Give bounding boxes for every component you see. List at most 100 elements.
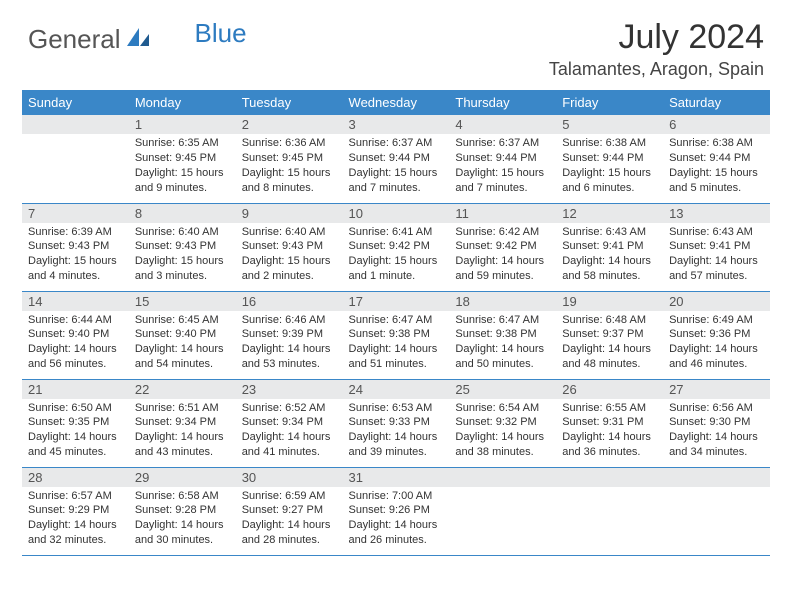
- calendar-day-cell: 20Sunrise: 6:49 AMSunset: 9:36 PMDayligh…: [663, 291, 770, 379]
- day-details: Sunrise: 6:52 AMSunset: 9:34 PMDaylight:…: [236, 399, 343, 464]
- day-number: 8: [129, 204, 236, 223]
- calendar-body: 1Sunrise: 6:35 AMSunset: 9:45 PMDaylight…: [22, 115, 770, 555]
- day-number: 19: [556, 292, 663, 311]
- day-number: 30: [236, 468, 343, 487]
- calendar-week-row: 21Sunrise: 6:50 AMSunset: 9:35 PMDayligh…: [22, 379, 770, 467]
- day-number: 14: [22, 292, 129, 311]
- weekday-header: Monday: [129, 90, 236, 115]
- calendar-week-row: 14Sunrise: 6:44 AMSunset: 9:40 PMDayligh…: [22, 291, 770, 379]
- calendar-day-cell: 1Sunrise: 6:35 AMSunset: 9:45 PMDaylight…: [129, 115, 236, 203]
- day-details: Sunrise: 6:44 AMSunset: 9:40 PMDaylight:…: [22, 311, 129, 376]
- day-number: 22: [129, 380, 236, 399]
- day-number: 18: [449, 292, 556, 311]
- weekday-header: Friday: [556, 90, 663, 115]
- calendar-day-cell: 9Sunrise: 6:40 AMSunset: 9:43 PMDaylight…: [236, 203, 343, 291]
- day-details: Sunrise: 6:36 AMSunset: 9:45 PMDaylight:…: [236, 134, 343, 199]
- weekday-header: Sunday: [22, 90, 129, 115]
- calendar-day-cell: 12Sunrise: 6:43 AMSunset: 9:41 PMDayligh…: [556, 203, 663, 291]
- day-details: Sunrise: 6:40 AMSunset: 9:43 PMDaylight:…: [129, 223, 236, 288]
- calendar-day-cell: 15Sunrise: 6:45 AMSunset: 9:40 PMDayligh…: [129, 291, 236, 379]
- calendar-day-cell: 26Sunrise: 6:55 AMSunset: 9:31 PMDayligh…: [556, 379, 663, 467]
- calendar-day-cell: 22Sunrise: 6:51 AMSunset: 9:34 PMDayligh…: [129, 379, 236, 467]
- weekday-header: Tuesday: [236, 90, 343, 115]
- calendar-day-cell: 14Sunrise: 6:44 AMSunset: 9:40 PMDayligh…: [22, 291, 129, 379]
- day-number: 11: [449, 204, 556, 223]
- calendar-header-row: SundayMondayTuesdayWednesdayThursdayFrid…: [22, 90, 770, 115]
- day-number: 6: [663, 115, 770, 134]
- day-details: Sunrise: 6:47 AMSunset: 9:38 PMDaylight:…: [449, 311, 556, 376]
- day-details: Sunrise: 6:41 AMSunset: 9:42 PMDaylight:…: [343, 223, 450, 288]
- day-number: 27: [663, 380, 770, 399]
- day-number: 20: [663, 292, 770, 311]
- calendar-week-row: 7Sunrise: 6:39 AMSunset: 9:43 PMDaylight…: [22, 203, 770, 291]
- calendar-day-cell: 11Sunrise: 6:42 AMSunset: 9:42 PMDayligh…: [449, 203, 556, 291]
- day-details: Sunrise: 6:37 AMSunset: 9:44 PMDaylight:…: [449, 134, 556, 199]
- day-details: Sunrise: 6:47 AMSunset: 9:38 PMDaylight:…: [343, 311, 450, 376]
- day-details: Sunrise: 6:43 AMSunset: 9:41 PMDaylight:…: [663, 223, 770, 288]
- day-number: 13: [663, 204, 770, 223]
- calendar-day-cell: 7Sunrise: 6:39 AMSunset: 9:43 PMDaylight…: [22, 203, 129, 291]
- day-number: 17: [343, 292, 450, 311]
- day-details: Sunrise: 6:40 AMSunset: 9:43 PMDaylight:…: [236, 223, 343, 288]
- header: General Blue July 2024 Talamantes, Arago…: [0, 0, 792, 84]
- calendar-day-cell: 5Sunrise: 6:38 AMSunset: 9:44 PMDaylight…: [556, 115, 663, 203]
- day-number: 26: [556, 380, 663, 399]
- day-details: Sunrise: 6:58 AMSunset: 9:28 PMDaylight:…: [129, 487, 236, 552]
- calendar-week-row: 28Sunrise: 6:57 AMSunset: 9:29 PMDayligh…: [22, 467, 770, 555]
- day-details: Sunrise: 6:46 AMSunset: 9:39 PMDaylight:…: [236, 311, 343, 376]
- day-details: Sunrise: 6:50 AMSunset: 9:35 PMDaylight:…: [22, 399, 129, 464]
- calendar-day-cell: 18Sunrise: 6:47 AMSunset: 9:38 PMDayligh…: [449, 291, 556, 379]
- day-number: 29: [129, 468, 236, 487]
- logo-text-2: Blue: [195, 18, 247, 49]
- day-details: Sunrise: 6:45 AMSunset: 9:40 PMDaylight:…: [129, 311, 236, 376]
- day-number: 1: [129, 115, 236, 134]
- day-details: Sunrise: 6:38 AMSunset: 9:44 PMDaylight:…: [556, 134, 663, 199]
- calendar-empty-cell: [556, 467, 663, 555]
- calendar-empty-cell: [22, 115, 129, 203]
- logo: General Blue: [28, 24, 247, 55]
- calendar-day-cell: 4Sunrise: 6:37 AMSunset: 9:44 PMDaylight…: [449, 115, 556, 203]
- day-details: Sunrise: 6:49 AMSunset: 9:36 PMDaylight:…: [663, 311, 770, 376]
- day-details: Sunrise: 6:55 AMSunset: 9:31 PMDaylight:…: [556, 399, 663, 464]
- logo-sail-icon: [125, 24, 151, 55]
- weekday-header: Saturday: [663, 90, 770, 115]
- day-number: 12: [556, 204, 663, 223]
- calendar-day-cell: 19Sunrise: 6:48 AMSunset: 9:37 PMDayligh…: [556, 291, 663, 379]
- day-number: 4: [449, 115, 556, 134]
- calendar-day-cell: 24Sunrise: 6:53 AMSunset: 9:33 PMDayligh…: [343, 379, 450, 467]
- calendar-day-cell: 10Sunrise: 6:41 AMSunset: 9:42 PMDayligh…: [343, 203, 450, 291]
- calendar-day-cell: 23Sunrise: 6:52 AMSunset: 9:34 PMDayligh…: [236, 379, 343, 467]
- calendar-day-cell: 29Sunrise: 6:58 AMSunset: 9:28 PMDayligh…: [129, 467, 236, 555]
- calendar-day-cell: 30Sunrise: 6:59 AMSunset: 9:27 PMDayligh…: [236, 467, 343, 555]
- calendar-table: SundayMondayTuesdayWednesdayThursdayFrid…: [22, 90, 770, 556]
- location: Talamantes, Aragon, Spain: [549, 59, 764, 80]
- day-number: 24: [343, 380, 450, 399]
- calendar-empty-cell: [663, 467, 770, 555]
- calendar-day-cell: 3Sunrise: 6:37 AMSunset: 9:44 PMDaylight…: [343, 115, 450, 203]
- calendar-day-cell: 13Sunrise: 6:43 AMSunset: 9:41 PMDayligh…: [663, 203, 770, 291]
- calendar-day-cell: 17Sunrise: 6:47 AMSunset: 9:38 PMDayligh…: [343, 291, 450, 379]
- day-details: Sunrise: 6:37 AMSunset: 9:44 PMDaylight:…: [343, 134, 450, 199]
- calendar-week-row: 1Sunrise: 6:35 AMSunset: 9:45 PMDaylight…: [22, 115, 770, 203]
- day-details: Sunrise: 6:43 AMSunset: 9:41 PMDaylight:…: [556, 223, 663, 288]
- day-details: Sunrise: 6:57 AMSunset: 9:29 PMDaylight:…: [22, 487, 129, 552]
- day-details: Sunrise: 6:53 AMSunset: 9:33 PMDaylight:…: [343, 399, 450, 464]
- calendar-day-cell: 28Sunrise: 6:57 AMSunset: 9:29 PMDayligh…: [22, 467, 129, 555]
- day-details: Sunrise: 7:00 AMSunset: 9:26 PMDaylight:…: [343, 487, 450, 552]
- calendar-day-cell: 16Sunrise: 6:46 AMSunset: 9:39 PMDayligh…: [236, 291, 343, 379]
- calendar-day-cell: 8Sunrise: 6:40 AMSunset: 9:43 PMDaylight…: [129, 203, 236, 291]
- day-number: 2: [236, 115, 343, 134]
- day-number: 16: [236, 292, 343, 311]
- calendar-day-cell: 25Sunrise: 6:54 AMSunset: 9:32 PMDayligh…: [449, 379, 556, 467]
- day-number: 10: [343, 204, 450, 223]
- day-details: Sunrise: 6:51 AMSunset: 9:34 PMDaylight:…: [129, 399, 236, 464]
- day-number: 15: [129, 292, 236, 311]
- day-number: 21: [22, 380, 129, 399]
- day-number: 31: [343, 468, 450, 487]
- month-title: July 2024: [549, 18, 764, 57]
- calendar-day-cell: 6Sunrise: 6:38 AMSunset: 9:44 PMDaylight…: [663, 115, 770, 203]
- day-details: Sunrise: 6:39 AMSunset: 9:43 PMDaylight:…: [22, 223, 129, 288]
- day-details: Sunrise: 6:38 AMSunset: 9:44 PMDaylight:…: [663, 134, 770, 199]
- day-number: 28: [22, 468, 129, 487]
- day-details: Sunrise: 6:35 AMSunset: 9:45 PMDaylight:…: [129, 134, 236, 199]
